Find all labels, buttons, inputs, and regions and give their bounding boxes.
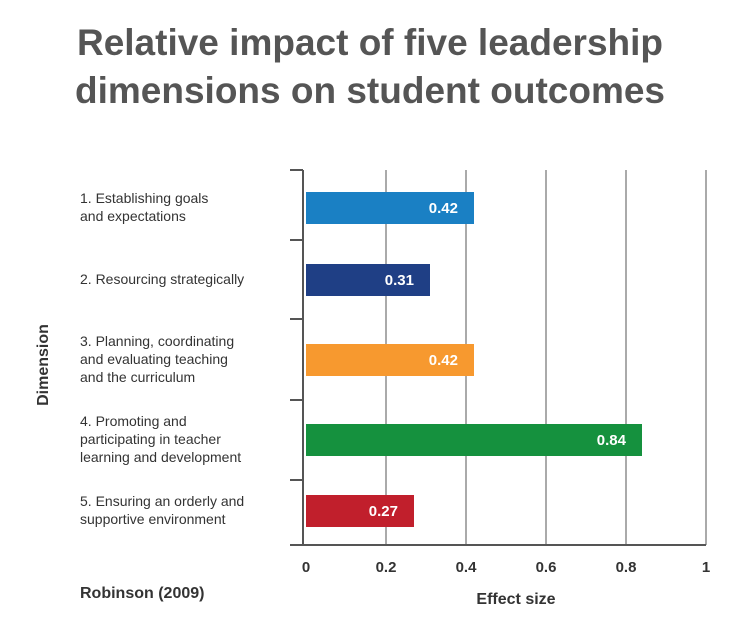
bar [306, 495, 414, 527]
x-axis-label: Effect size [476, 591, 555, 608]
value-label: 0.27 [369, 503, 398, 520]
bar [306, 264, 430, 296]
bar [306, 344, 474, 376]
category-label: 3. Planning, coordinating and evaluating … [80, 333, 234, 385]
value-label: 0.42 [429, 200, 458, 217]
x-tick-label: 0.6 [536, 559, 557, 576]
value-label: 0.84 [597, 432, 627, 449]
category-label: 1. Establishing goals and expectations [80, 190, 208, 224]
x-tick-label: 0 [302, 559, 310, 576]
source: Robinson (2009) [80, 585, 204, 602]
bar [306, 424, 642, 456]
x-tick-label: 0.2 [376, 559, 397, 576]
category-label: 2. Resourcing strategically [80, 271, 244, 287]
x-tick-label: 1 [702, 559, 710, 576]
category-label: 4. Promoting and participating in teacher… [80, 413, 241, 465]
chart-title: dimensions on student outcomes [75, 70, 665, 111]
category-label: 5. Ensuring an orderly and supportive env… [80, 493, 244, 527]
chart-title: Relative impact of five leadership [77, 22, 663, 63]
value-label: 0.42 [429, 352, 458, 369]
y-axis-label: Dimension [35, 324, 52, 406]
bar [306, 192, 474, 224]
x-tick-label: 0.4 [456, 559, 478, 576]
x-tick-label: 0.8 [616, 559, 637, 576]
value-label: 0.31 [385, 272, 414, 289]
